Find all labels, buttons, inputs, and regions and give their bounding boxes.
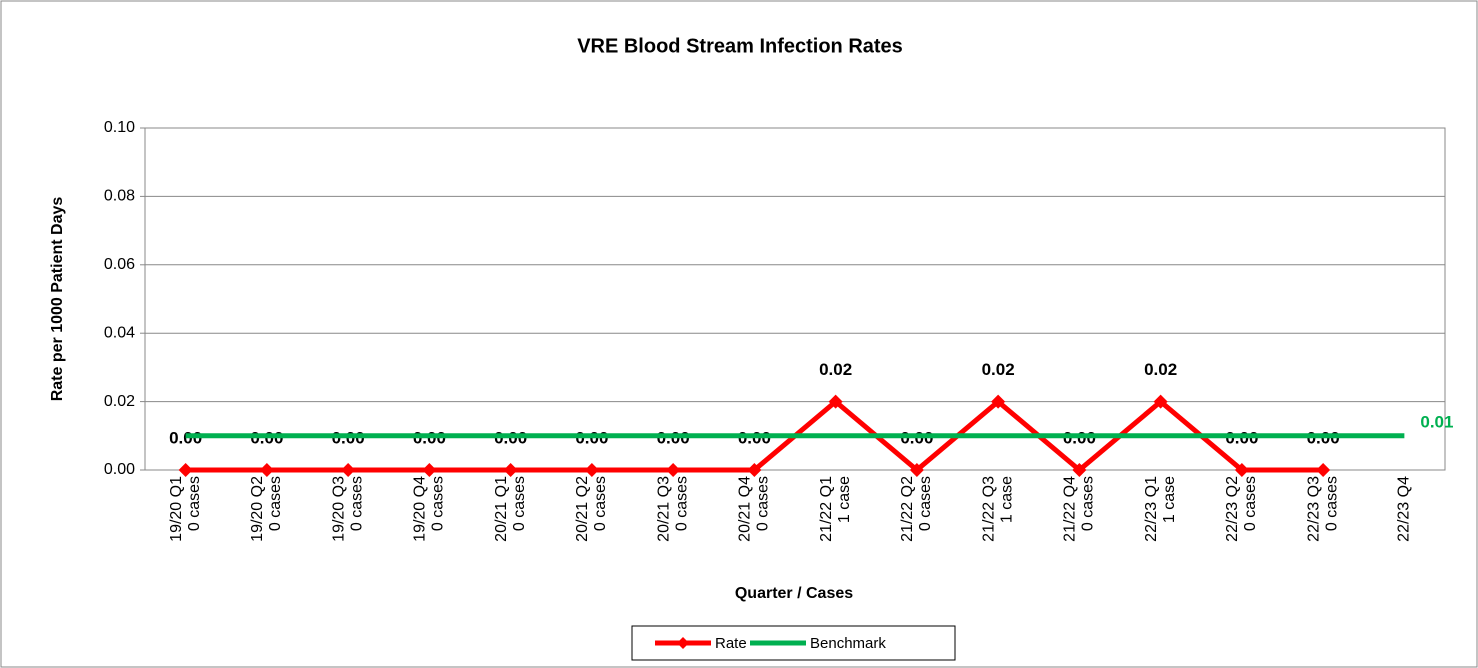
point-marker <box>178 463 193 477</box>
point-marker <box>584 463 599 477</box>
x-tick-label: 0 cases <box>186 476 203 531</box>
legend-label: Rate <box>715 635 747 652</box>
x-tick-label: 19/20 Q3 <box>330 476 347 542</box>
x-tick-label: 0 cases <box>348 476 365 531</box>
x-tick-label: 0 cases <box>1242 476 1259 531</box>
x-tick-label: 0 cases <box>755 476 772 531</box>
point-marker <box>991 394 1006 409</box>
x-tick-label: 1 case <box>998 476 1015 523</box>
x-tick-label: 0 cases <box>1323 476 1340 531</box>
x-tick-label: 22/23 Q3 <box>1305 476 1322 542</box>
x-tick-label: 0 cases <box>1080 476 1097 531</box>
x-tick-label: 0 cases <box>430 476 447 531</box>
data-label: 0.02 <box>819 360 852 379</box>
x-tick-label: 20/21 Q4 <box>737 476 754 542</box>
x-tick-label: 19/20 Q4 <box>412 476 429 542</box>
point-marker <box>341 463 356 477</box>
point-marker <box>909 463 924 477</box>
point-marker <box>503 463 518 477</box>
point-marker <box>1316 463 1331 477</box>
data-label: 0.02 <box>1144 360 1177 379</box>
chart-title: VRE Blood Stream Infection Rates <box>577 35 903 57</box>
x-tick-label: 22/23 Q2 <box>1224 476 1241 542</box>
x-tick-label: 21/22 Q1 <box>818 476 835 542</box>
x-tick-label: 20/21 Q1 <box>493 476 510 542</box>
y-tick-label: 0.04 <box>104 324 135 341</box>
x-tick-label: 19/20 Q1 <box>168 476 185 542</box>
y-tick-label: 0.10 <box>104 119 135 136</box>
x-tick-label: 20/21 Q3 <box>655 476 672 542</box>
y-tick-label: 0.00 <box>104 461 135 478</box>
point-marker <box>747 463 762 477</box>
x-axis-title: Quarter / Cases <box>735 585 853 602</box>
y-axis-title: Rate per 1000 Patient Days <box>49 197 66 402</box>
point-marker <box>1234 463 1249 477</box>
x-tick-label: 22/23 Q1 <box>1143 476 1160 542</box>
point-marker <box>422 463 437 477</box>
x-tick-label: 1 case <box>836 476 853 523</box>
point-marker <box>666 463 681 477</box>
x-tick-label: 0 cases <box>511 476 528 531</box>
legend-label: Benchmark <box>810 635 886 652</box>
x-tick-label: 21/22 Q3 <box>980 476 997 542</box>
data-label: 0.02 <box>982 360 1015 379</box>
point-marker <box>1153 394 1168 409</box>
point-marker <box>828 394 843 409</box>
point-marker <box>1072 463 1087 477</box>
x-tick-label: 0 cases <box>673 476 690 531</box>
legend-marker <box>677 637 689 649</box>
x-tick-label: 0 cases <box>592 476 609 531</box>
x-tick-label: 21/22 Q4 <box>1062 476 1079 542</box>
y-tick-label: 0.08 <box>104 188 135 205</box>
x-tick-label: 22/23 Q4 <box>1396 476 1413 542</box>
x-tick-label: 1 case <box>1161 476 1178 523</box>
data-label: 0.01 <box>1420 412 1453 431</box>
y-tick-label: 0.06 <box>104 256 135 273</box>
y-tick-label: 0.02 <box>104 393 135 410</box>
x-tick-label: 0 cases <box>917 476 934 531</box>
x-tick-label: 19/20 Q2 <box>249 476 266 542</box>
x-tick-label: 0 cases <box>267 476 284 531</box>
x-tick-label: 21/22 Q2 <box>899 476 916 542</box>
point-marker <box>259 463 274 477</box>
x-tick-label: 20/21 Q2 <box>574 476 591 542</box>
